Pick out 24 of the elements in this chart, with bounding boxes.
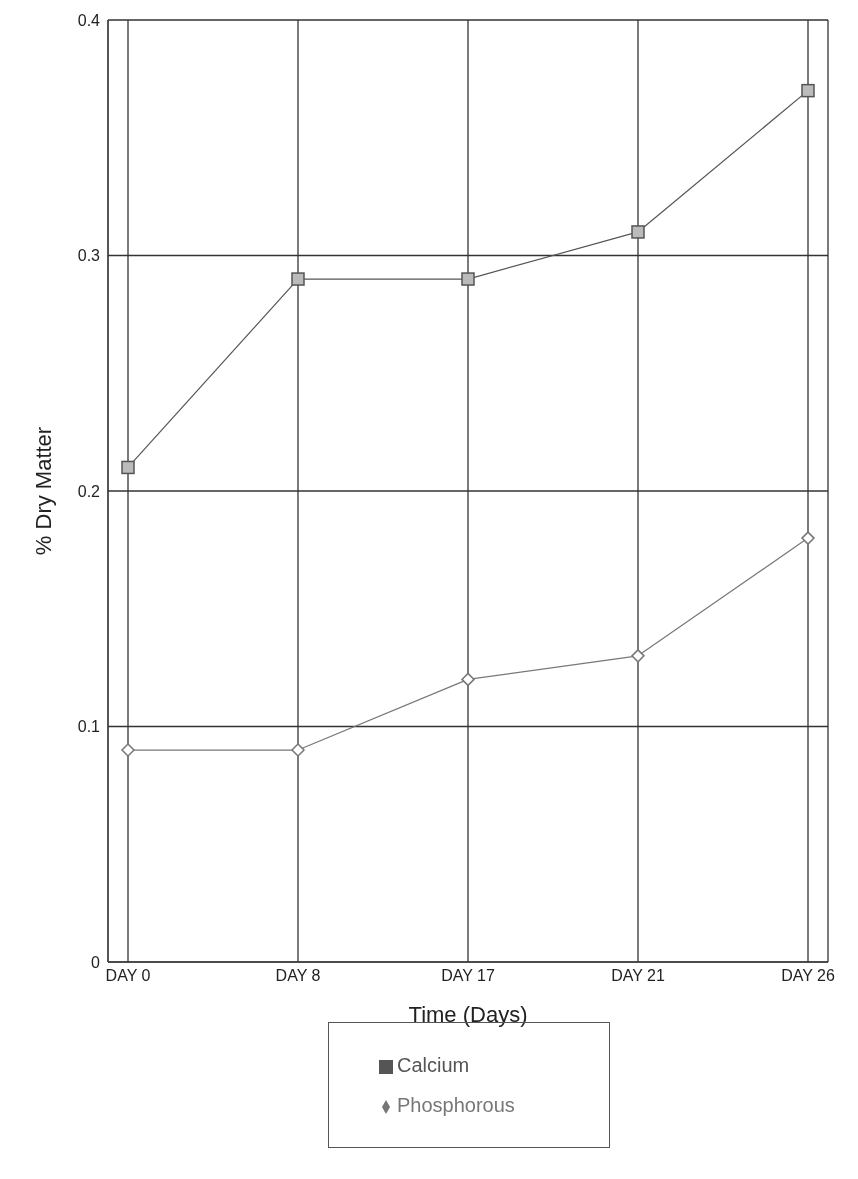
point (801, 531, 815, 545)
x-tick-label: DAY 21 (611, 967, 665, 985)
legend-label: Phosphorous (397, 1094, 515, 1116)
point (461, 272, 475, 286)
y-tick-label: 0.1 (77, 718, 101, 736)
point (291, 272, 305, 286)
y-tick-label: 0.4 (77, 11, 101, 29)
point (291, 743, 305, 757)
y-tick-label: 0.2 (77, 482, 101, 500)
y-axis-title: % Dry Matter (30, 426, 56, 556)
point (631, 649, 645, 663)
point (631, 225, 645, 239)
x-tick-label: DAY 17 (441, 967, 495, 985)
y-tick-label: 0 (91, 953, 101, 971)
point (121, 460, 135, 475)
x-axis-title: Time (Days) (408, 1002, 528, 1027)
point (121, 743, 135, 757)
point (461, 672, 475, 687)
x-tick-label: DAY 0 (105, 967, 151, 985)
point (801, 83, 815, 98)
x-tick-label: DAY 8 (275, 967, 321, 985)
legend-label: Calcium (397, 1054, 470, 1076)
x-tick-label: DAY 26 (781, 967, 835, 985)
y-tick-label: 0.3 (77, 247, 101, 265)
